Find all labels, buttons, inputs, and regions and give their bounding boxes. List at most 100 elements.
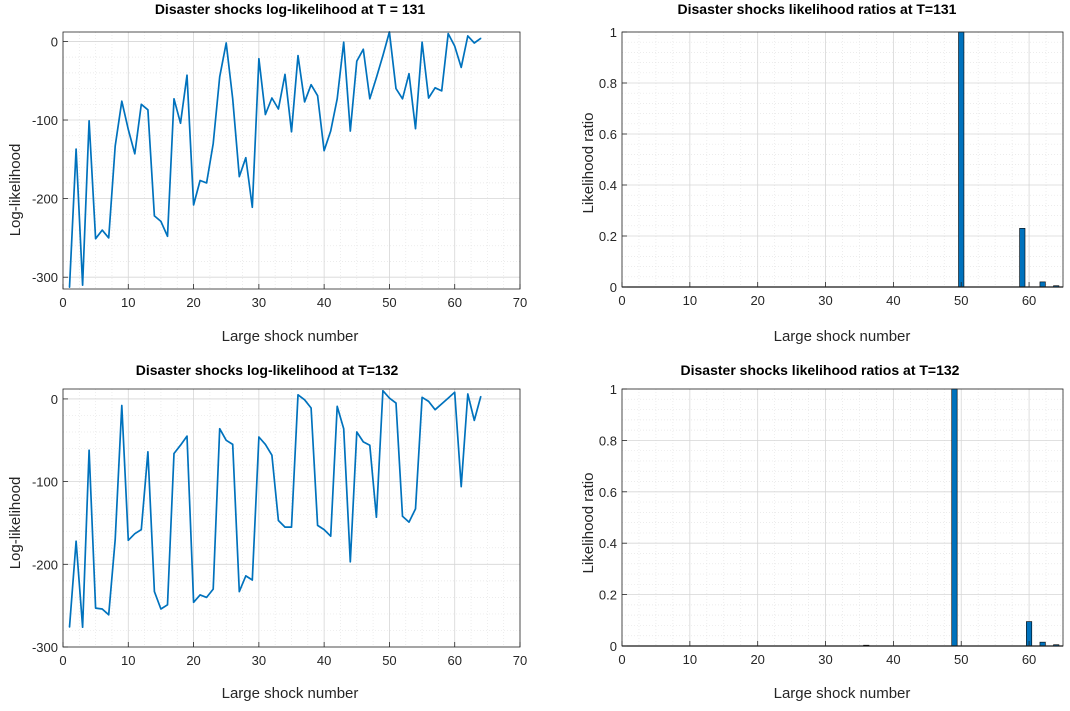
data-point: [251, 579, 253, 581]
data-point: [160, 608, 162, 610]
axes-box: [621, 388, 1064, 647]
data-point: [454, 391, 456, 393]
y-axis-label: Log-likelihood: [7, 144, 24, 237]
data-point: [414, 128, 417, 130]
data-point: [375, 516, 377, 518]
data-point: [284, 526, 286, 528]
x-tick-label: 40: [886, 293, 900, 308]
data-point: [179, 444, 182, 446]
data-point: [238, 590, 240, 593]
data-point: [134, 153, 136, 155]
x-axis-label: Large shock number: [222, 328, 359, 345]
data-point: [258, 436, 260, 438]
data-point: [428, 97, 430, 99]
data-point: [343, 41, 345, 43]
data-point: [127, 539, 129, 541]
data-point: [192, 204, 195, 206]
x-tick-label: 40: [317, 295, 331, 310]
data-point: [277, 519, 280, 522]
data-point: [160, 220, 162, 223]
data-point: [401, 515, 404, 517]
data-point: [467, 393, 469, 395]
y-tick-label: 1: [610, 25, 617, 40]
data-point: [212, 143, 214, 145]
data-point: [140, 528, 142, 531]
data-point: [173, 452, 175, 455]
data-point: [75, 148, 77, 150]
y-tick-label: -100: [32, 113, 58, 128]
data-point: [81, 626, 84, 628]
data-point: [147, 451, 149, 453]
y-axis-label: Likelihood ratio: [580, 113, 597, 214]
chart-title: Disaster shocks log-likelihood at T=132: [136, 362, 399, 378]
data-point: [199, 179, 201, 182]
x-tick-label: 40: [886, 652, 900, 667]
y-tick-label: 0.6: [599, 485, 617, 500]
data-point: [388, 397, 391, 399]
data-point: [140, 103, 142, 105]
data-point: [245, 575, 247, 577]
bar: [1019, 228, 1026, 288]
data-point: [434, 409, 436, 411]
data-point: [362, 441, 364, 443]
y-tick-label: 0: [51, 34, 58, 49]
data-point: [264, 443, 266, 446]
data-point: [264, 113, 266, 116]
x-tick-label: 70: [513, 295, 527, 310]
chart-title: Disaster shocks log-likelihood at T = 13…: [155, 1, 426, 17]
y-tick-label: -300: [32, 270, 58, 285]
data-point: [297, 54, 299, 57]
chart-title: Disaster shocks likelihood ratios at T=1…: [681, 362, 960, 378]
data-point: [114, 145, 116, 147]
y-axis-label: Likelihood ratio: [580, 473, 597, 574]
data-point: [297, 394, 299, 396]
y-tick-label: 0: [610, 639, 617, 654]
x-tick-label: 30: [252, 653, 266, 668]
data-point: [199, 594, 201, 596]
y-tick-label: -200: [32, 192, 58, 207]
plot-background: [622, 389, 1063, 646]
data-point: [114, 538, 116, 541]
data-point: [447, 397, 449, 399]
data-point: [127, 128, 129, 131]
data-point: [258, 58, 260, 60]
data-point: [349, 561, 351, 563]
x-axis-label: Large shock number: [774, 685, 911, 702]
y-tick-label: 0.2: [599, 588, 617, 603]
y-tick-label: 1: [610, 382, 617, 397]
data-point: [310, 84, 312, 86]
data-point: [232, 443, 234, 446]
data-point: [166, 235, 169, 237]
x-tick-label: 60: [1022, 652, 1036, 667]
data-point: [480, 395, 482, 398]
data-point: [68, 286, 71, 289]
data-point: [166, 604, 169, 606]
data-point: [219, 428, 221, 430]
data-point: [192, 601, 195, 603]
data-point: [441, 403, 443, 405]
data-point: [121, 100, 123, 102]
y-tick-label: 0: [51, 392, 58, 407]
data-point: [317, 524, 319, 527]
data-point: [454, 45, 456, 47]
data-point: [317, 95, 319, 97]
data-point: [108, 237, 110, 239]
y-tick-label: 0.4: [599, 536, 617, 551]
plot-area: 0 10 20 30 40 50 60 70 -300 -200 -100 0: [32, 31, 527, 310]
x-tick-label: 30: [818, 652, 832, 667]
x-tick-label: 10: [683, 293, 697, 308]
data-point: [323, 528, 325, 531]
data-point: [421, 396, 423, 398]
x-tick-label: 20: [750, 293, 764, 308]
data-point: [219, 76, 221, 78]
data-point: [101, 229, 103, 231]
data-point: [447, 32, 449, 35]
plot-background: [63, 32, 520, 289]
data-point: [460, 66, 462, 68]
data-point: [88, 120, 90, 122]
y-axis-label: Log-likelihood: [7, 477, 24, 570]
x-tick-label: 50: [382, 653, 396, 668]
x-tick-label: 0: [618, 652, 625, 667]
data-point: [271, 454, 273, 456]
data-point: [408, 521, 410, 523]
